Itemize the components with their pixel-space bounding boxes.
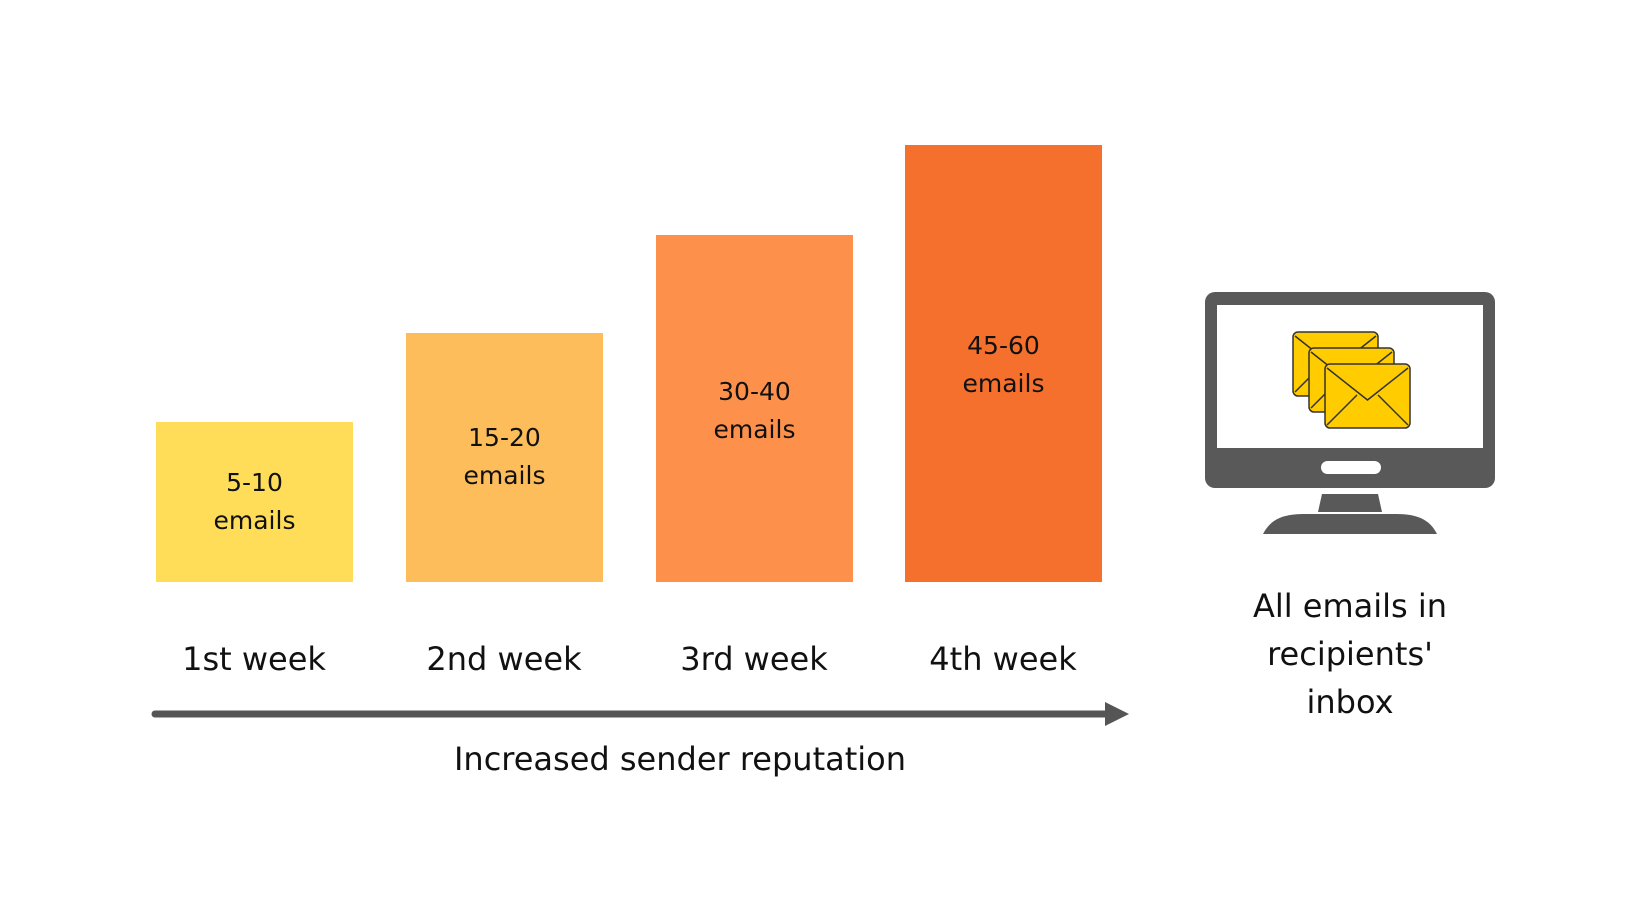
week-label-1: 1st week <box>182 640 326 678</box>
bar-week-2: 15-20 emails <box>406 333 603 582</box>
arrow-head <box>1105 702 1129 726</box>
bar-week-4-label: 45-60 emails <box>962 331 1045 398</box>
bar-week-1-label: 5-10 emails <box>213 468 296 535</box>
monitor-neck <box>1318 494 1382 512</box>
week-label-2: 2nd week <box>426 640 582 678</box>
bar-week-4: 45-60 emails <box>905 145 1102 582</box>
week-label-3: 3rd week <box>680 640 828 678</box>
axis-label: Increased sender reputation <box>453 740 907 778</box>
bar-week-1: 5-10 emails <box>156 422 353 582</box>
bar-week-3: 30-40 emails <box>656 235 853 582</box>
inbox-caption: All emails in recipients' inbox <box>1252 587 1448 721</box>
monitor-envelopes-icon <box>1205 292 1495 534</box>
monitor-stand <box>1263 514 1437 534</box>
bar-week-2-label: 15-20 emails <box>463 423 546 490</box>
week-label-4: 4th week <box>929 640 1077 678</box>
reputation-arrow <box>151 702 1129 726</box>
monitor-button <box>1321 461 1381 474</box>
envelope-front <box>1324 363 1411 429</box>
bar-week-3-label: 30-40 emails <box>713 377 796 444</box>
